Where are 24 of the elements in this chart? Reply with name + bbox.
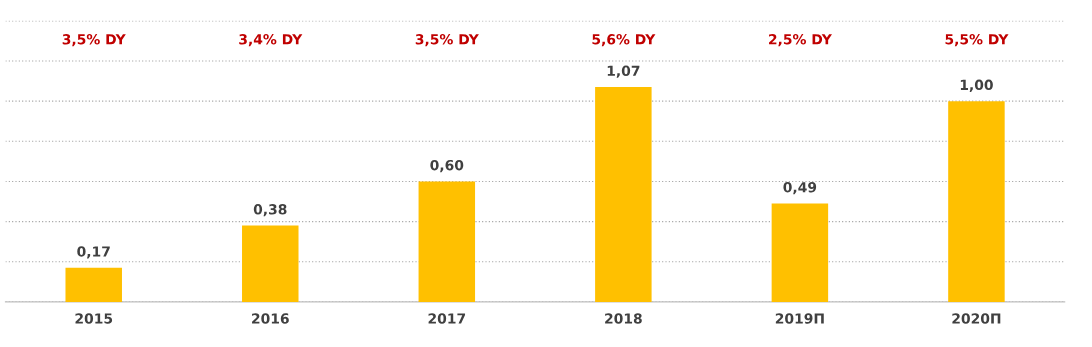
data-label: 0,49 <box>783 181 817 195</box>
x-tick-label: 2016 <box>252 313 289 324</box>
bar <box>948 101 1005 302</box>
annotation: 3,4% DY <box>239 34 303 47</box>
data-label: 1,07 <box>607 65 640 78</box>
bar <box>771 203 829 302</box>
x-tick-label: 2019П <box>775 313 824 324</box>
data-label: 0,17 <box>77 246 110 259</box>
data-label: 0,38 <box>253 204 287 217</box>
x-tick-label: 2015 <box>75 313 113 324</box>
bar <box>242 225 299 302</box>
annotation: 5,6% DY <box>592 34 656 47</box>
annotation: 3,5% DY <box>62 34 126 47</box>
data-label: 0,60 <box>430 159 464 173</box>
annotation: 2,5% DY <box>769 34 832 47</box>
x-tick-label: 2020П <box>952 313 1001 324</box>
x-tick-label: 2017 <box>428 313 466 324</box>
bar <box>65 267 122 302</box>
bar <box>595 87 652 302</box>
annotation: 3,5% DY <box>415 34 479 47</box>
x-tick-label: 2018 <box>605 313 642 324</box>
annotation: 5,5% DY <box>945 34 1009 47</box>
data-label: 1,00 <box>960 79 993 92</box>
bar <box>418 181 476 302</box>
